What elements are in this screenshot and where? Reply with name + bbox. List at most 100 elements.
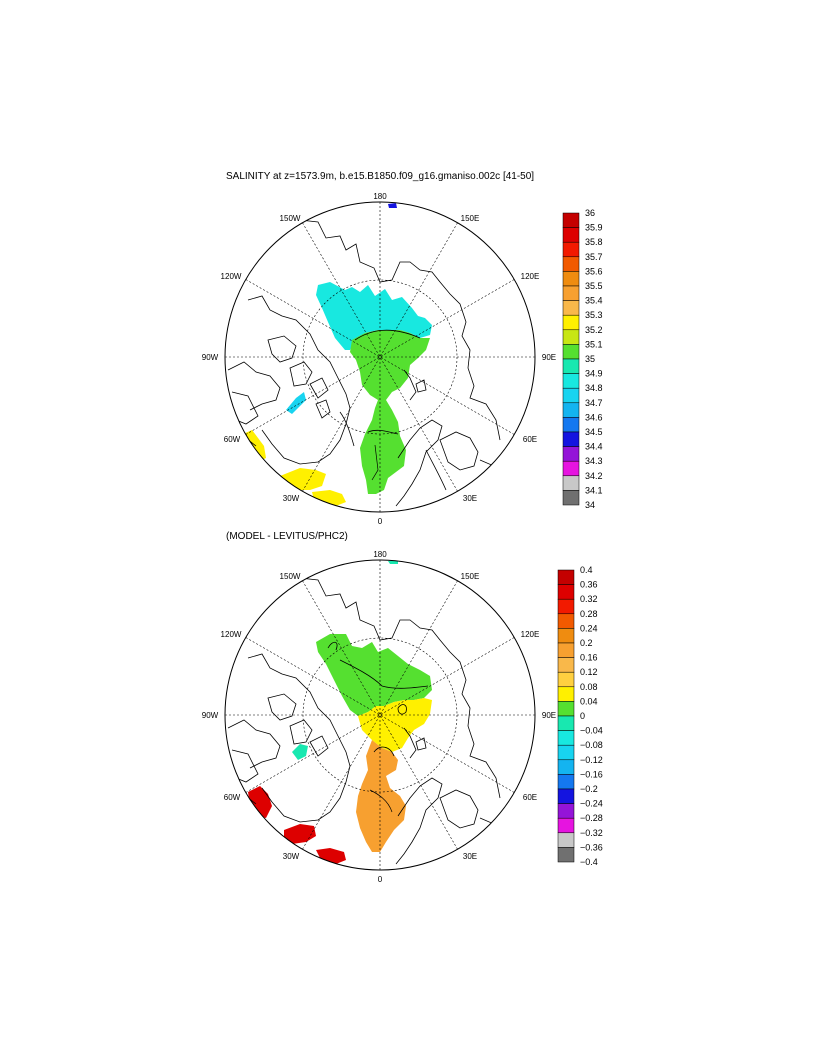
colorbar-swatch bbox=[562, 460, 580, 477]
colorbar-swatch bbox=[557, 817, 575, 834]
colorbar-label: 0.08 bbox=[580, 682, 598, 692]
colorbar-swatch bbox=[562, 329, 580, 345]
colorbar-swatch bbox=[557, 847, 575, 863]
green-region bbox=[360, 400, 406, 494]
colorbar-label: 0 bbox=[580, 711, 585, 721]
colorbar-label: 35.3 bbox=[585, 310, 603, 320]
colorbar-label: −0.4 bbox=[580, 857, 598, 867]
red-region bbox=[284, 824, 316, 844]
lon-label: 90W bbox=[202, 711, 219, 720]
colorbar-swatch bbox=[557, 613, 575, 629]
colorbar-label: 0.16 bbox=[580, 653, 598, 663]
colorbar-swatch bbox=[557, 744, 575, 761]
panel-1-title: SALINITY at z=1573.9m, b.e15.B1850.f09_g… bbox=[226, 171, 535, 182]
lon-label: 90E bbox=[542, 711, 556, 720]
colorbar-label: −0.04 bbox=[580, 726, 603, 736]
colorbar-label: 35.7 bbox=[585, 252, 603, 262]
lon-label: 90E bbox=[542, 353, 556, 362]
lon-label: 30E bbox=[463, 852, 477, 861]
colorbar-swatch bbox=[557, 628, 575, 644]
lon-label: 30E bbox=[463, 494, 477, 503]
lon-label: 150W bbox=[280, 572, 301, 581]
colorbar-label: 34.2 bbox=[585, 471, 603, 481]
colorbar-swatch bbox=[562, 241, 580, 258]
colorbar-label: 0.24 bbox=[580, 623, 598, 633]
lon-label: 0 bbox=[378, 517, 383, 526]
colorbar-label: 35.1 bbox=[585, 339, 603, 349]
colorbar-swatch bbox=[562, 358, 580, 374]
longitude-labels: 180 150E 120E 90E 60E 30E 0 30W 60W 90W … bbox=[202, 192, 556, 526]
colorbar-label: −0.32 bbox=[580, 828, 603, 838]
colorbar-swatch bbox=[557, 686, 575, 702]
cyan-region bbox=[316, 282, 432, 350]
colorbar-swatch bbox=[557, 584, 575, 600]
colorbar-swatch bbox=[562, 285, 580, 301]
yellow-region bbox=[280, 468, 326, 490]
lon-label: 150W bbox=[280, 214, 301, 223]
colorbar-label: 34.5 bbox=[585, 427, 603, 437]
colorbar-label: 35.2 bbox=[585, 325, 603, 335]
green-region bbox=[350, 330, 430, 400]
contour-line bbox=[371, 444, 379, 481]
colorbar-swatch bbox=[562, 344, 580, 360]
colorbar-label: 34.4 bbox=[585, 442, 603, 452]
lon-label: 180 bbox=[373, 550, 387, 559]
colorbar-label: 35.5 bbox=[585, 281, 603, 291]
colorbar-swatch bbox=[557, 642, 575, 658]
colorbar-swatch bbox=[562, 227, 580, 243]
colorbar-label: 0.4 bbox=[580, 565, 593, 575]
colorbar-swatch bbox=[562, 300, 580, 316]
colorbar-label: −0.2 bbox=[580, 784, 598, 794]
colorbar-swatch bbox=[562, 431, 580, 447]
panel-2-map: 180 150E 120E 90E 60E 30E 0 30W 60W 90W … bbox=[202, 550, 603, 884]
colorbar-label: 35.4 bbox=[585, 296, 603, 306]
graticule bbox=[225, 560, 535, 870]
colorbar-swatch bbox=[557, 803, 575, 819]
lon-label: 0 bbox=[378, 875, 383, 884]
lon-label: 120E bbox=[521, 272, 540, 281]
colorbar-swatch bbox=[562, 402, 580, 418]
colorbar-label: 0.12 bbox=[580, 667, 598, 677]
colorbar-swatch bbox=[562, 212, 580, 228]
lon-label: 120W bbox=[221, 272, 242, 281]
colorbar-swatch bbox=[562, 446, 580, 462]
colorbar-label: 0.32 bbox=[580, 594, 598, 604]
colorbar-label: 34.7 bbox=[585, 398, 603, 408]
colorbar-label: 35.9 bbox=[585, 223, 603, 233]
lon-label: 30W bbox=[283, 852, 300, 861]
colorbar-label: 0.04 bbox=[580, 696, 598, 706]
colorbar-swatch bbox=[562, 271, 580, 287]
colorbar-swatch bbox=[562, 314, 580, 331]
colorbar-label: −0.08 bbox=[580, 740, 603, 750]
colorbar-swatch bbox=[562, 475, 580, 491]
colorbar-label: 35.8 bbox=[585, 237, 603, 247]
colorbar-swatch bbox=[562, 373, 580, 389]
colorbar-swatch bbox=[557, 774, 575, 790]
colorbar-label: 35.6 bbox=[585, 266, 603, 276]
contour-line bbox=[354, 329, 421, 341]
colorbar-swatch bbox=[557, 657, 575, 673]
lon-label: 60W bbox=[224, 793, 241, 802]
colorbar-swatch bbox=[557, 759, 575, 775]
colorbar-swatch bbox=[557, 569, 575, 585]
colorbar-1: 36 35.9 35.8 35.7 35.6 35.5 35.4 35.3 35.2 35.1 35… bbox=[562, 208, 603, 510]
panel-2-title: (MODEL - LEVITUS/PHC2) bbox=[226, 531, 348, 542]
lon-label: 60E bbox=[523, 793, 537, 802]
colorbar-swatch bbox=[557, 730, 575, 746]
orange-region bbox=[356, 740, 406, 852]
yellow-region bbox=[358, 698, 432, 752]
colorbar-swatch bbox=[557, 701, 575, 717]
lon-label: 180 bbox=[373, 192, 387, 201]
colorbar-swatch bbox=[562, 417, 580, 433]
colorbar-label: 35 bbox=[585, 354, 595, 364]
lon-label: 150E bbox=[461, 214, 480, 223]
light-blue-region bbox=[286, 392, 306, 414]
lon-label: 120E bbox=[521, 630, 540, 639]
colorbar-swatch bbox=[557, 715, 575, 731]
colorbar-swatch bbox=[557, 832, 575, 848]
panel-1-map: 180 150E 120E 90E 60E 30E 0 30W 60W 90W … bbox=[202, 192, 603, 526]
colorbar-label: 0.36 bbox=[580, 580, 598, 590]
coastlines bbox=[227, 564, 501, 865]
colorbar-label: 36 bbox=[585, 208, 595, 218]
